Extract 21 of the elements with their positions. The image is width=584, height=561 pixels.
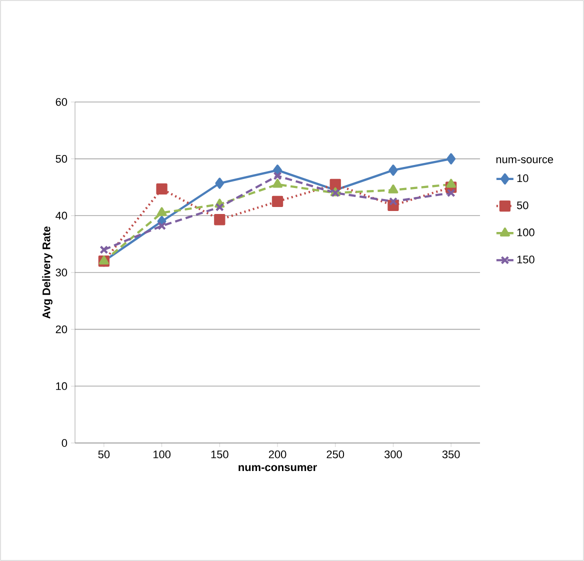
legend-label: 100 [517, 228, 534, 236]
y-tick-label: 50 [56, 154, 68, 163]
x-tick-label: 200 [268, 450, 286, 458]
y-tick-label: 60 [56, 98, 68, 106]
y-tick-label: 20 [56, 325, 68, 334]
x-tick-label: 100 [153, 450, 170, 458]
legend-label: 50 [516, 201, 528, 210]
y-axis-title: Avg Delivery Rate [42, 226, 52, 319]
x-tick-label: 150 [211, 450, 228, 458]
x-tick-label: 250 [326, 450, 344, 458]
x-axis-title: num-consumer [238, 465, 317, 472]
legend-label: 150 [517, 256, 534, 264]
legend-title: num-source [496, 157, 554, 164]
y-tick-label: 0 [62, 439, 68, 447]
legend-label: 10 [517, 174, 528, 182]
y-tick-label: 40 [56, 212, 68, 220]
x-tick-label: 50 [98, 450, 110, 458]
x-tick-label: 350 [442, 450, 460, 458]
y-tick-label: 30 [56, 268, 68, 276]
y-tick-label: 10 [56, 382, 68, 390]
x-tick-label: 300 [384, 450, 402, 458]
